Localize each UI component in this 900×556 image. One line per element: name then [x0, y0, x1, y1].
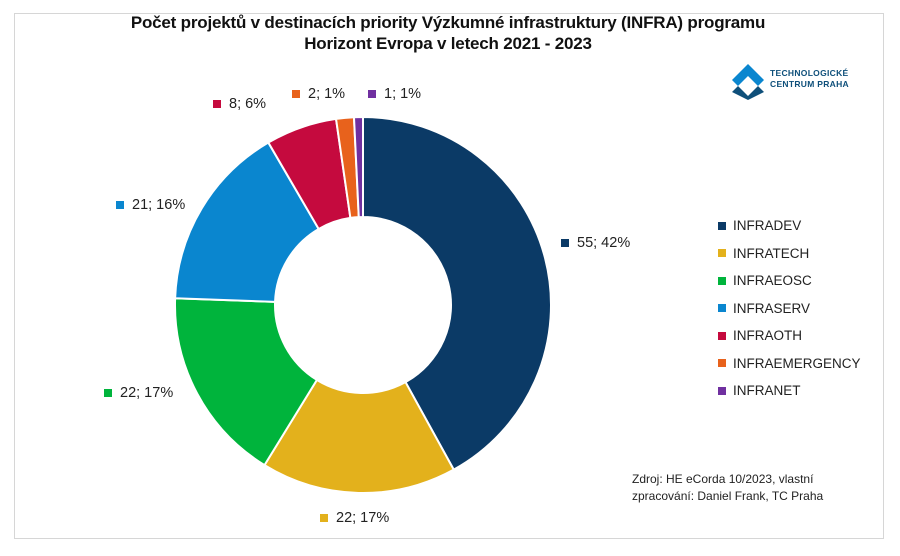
legend-label: INFRANET: [733, 383, 801, 399]
data-label-swatch: [368, 90, 376, 98]
legend-swatch: [718, 386, 726, 395]
data-label-infranet: 1; 1%: [368, 86, 421, 102]
legend-label: INFRAEMERGENCY: [733, 355, 861, 371]
data-label-text: 8; 6%: [229, 96, 267, 112]
chart-legend: INFRADEV INFRATECH INFRAEOSC INFRASERV INFRA…: [718, 212, 861, 405]
legend-swatch: [718, 359, 726, 368]
legend-swatch: [718, 331, 726, 340]
legend-swatch: [718, 304, 726, 313]
legend-item-infratech: INFRATECH: [718, 240, 861, 268]
tc-praha-logo-icon: [732, 64, 764, 100]
legend-swatch: [718, 221, 726, 230]
source-line-1: Zdroj: HE eCorda 10/2023, vlastní: [632, 472, 814, 486]
slice-infratech: [263, 378, 456, 494]
data-label-infratech: 22; 17%: [320, 510, 389, 526]
legend-item-infranet: INFRANET: [718, 377, 861, 405]
source-line-2: zpracování: Daniel Frank, TC Praha: [632, 489, 824, 503]
data-label-swatch: [292, 90, 300, 98]
slice-infraserv: [174, 141, 321, 303]
legend-label: INFRATECH: [733, 245, 810, 261]
legend-label: INFRAOTH: [733, 328, 802, 344]
data-label-infraserv: 21; 16%: [116, 197, 185, 213]
data-label-infraoth: 8; 6%: [213, 96, 266, 112]
source-note: Zdroj: HE eCorda 10/2023, vlastní zpraco…: [632, 471, 823, 505]
legend-item-infraemergency: INFRAEMERGENCY: [718, 350, 861, 378]
legend-label: INFRAEOSC: [733, 273, 812, 289]
data-label-swatch: [116, 201, 124, 209]
legend-swatch: [718, 276, 726, 285]
data-label-text: 21; 16%: [132, 197, 186, 213]
logo-text-line-2: CENTRUM PRAHA: [770, 79, 849, 89]
slice-infraeosc: [174, 297, 319, 467]
data-label-text: 2; 1%: [308, 86, 346, 102]
data-label-swatch: [213, 100, 221, 108]
legend-swatch: [718, 249, 726, 258]
chart-title: Počet projektů v destinacích priority Vý…: [0, 12, 896, 54]
legend-item-infraoth: INFRAOTH: [718, 322, 861, 350]
logo-text-line-1: TECHNOLOGICKÉ: [770, 68, 849, 78]
data-label-swatch: [561, 239, 569, 247]
legend-label: INFRASERV: [733, 300, 811, 316]
chart-title-line-1: Počet projektů v destinacích priority Vý…: [130, 13, 766, 32]
data-label-text: 55; 42%: [577, 235, 631, 251]
legend-item-infradev: INFRADEV: [718, 212, 861, 240]
data-label-swatch: [320, 514, 328, 522]
legend-item-infraserv: INFRASERV: [718, 295, 861, 323]
data-label-swatch: [104, 389, 112, 397]
data-label-infraemergency: 2; 1%: [292, 86, 345, 102]
tc-praha-logo: TECHNOLOGICKÉ CENTRUM PRAHA: [730, 62, 860, 102]
data-label-infraeosc: 22; 17%: [104, 385, 173, 401]
chart-title-line-2: Horizont Evropa v letech 2021 - 2023: [304, 34, 592, 53]
slice-infranet: [352, 115, 364, 219]
legend-item-infraeosc: INFRAEOSC: [718, 267, 861, 295]
data-label-text: 22; 17%: [336, 510, 390, 526]
data-label-infradev: 55; 42%: [561, 235, 630, 251]
data-label-text: 1; 1%: [384, 86, 422, 102]
slice-infradev: [362, 115, 552, 472]
data-label-text: 22; 17%: [120, 385, 174, 401]
legend-label: INFRADEV: [733, 218, 802, 234]
